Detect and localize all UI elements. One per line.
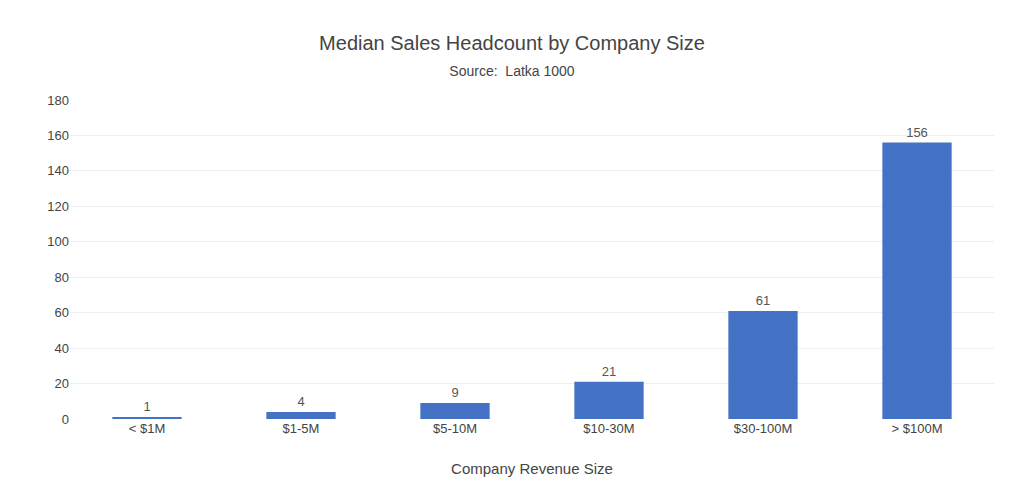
svg-text:9: 9 <box>451 385 458 400</box>
svg-text:Source: Latka 1000: Source: Latka 1000 <box>449 63 575 79</box>
svg-text:156: 156 <box>906 125 928 140</box>
svg-text:> $100M: > $100M <box>892 421 943 436</box>
svg-text:120: 120 <box>47 199 69 214</box>
svg-text:180: 180 <box>47 93 69 108</box>
svg-text:21: 21 <box>602 364 616 379</box>
svg-text:100: 100 <box>47 234 69 249</box>
svg-text:Median Sales Headcount by Comp: Median Sales Headcount by Company Size <box>319 32 705 54</box>
svg-text:160: 160 <box>47 128 69 143</box>
svg-text:< $1M: < $1M <box>129 421 166 436</box>
svg-text:20: 20 <box>55 376 69 391</box>
svg-text:0: 0 <box>62 412 69 427</box>
svg-text:61: 61 <box>756 293 770 308</box>
svg-text:$5-10M: $5-10M <box>433 421 477 436</box>
svg-text:40: 40 <box>55 341 69 356</box>
svg-text:$1-5M: $1-5M <box>283 421 320 436</box>
svg-text:$30-100M: $30-100M <box>734 421 793 436</box>
svg-text:Company Revenue Size: Company Revenue Size <box>451 460 613 477</box>
svg-text:140: 140 <box>47 163 69 178</box>
svg-text:1: 1 <box>143 399 150 414</box>
svg-text:4: 4 <box>297 394 304 409</box>
svg-text:$10-30M: $10-30M <box>583 421 634 436</box>
svg-text:60: 60 <box>55 305 69 320</box>
svg-text:80: 80 <box>55 270 69 285</box>
